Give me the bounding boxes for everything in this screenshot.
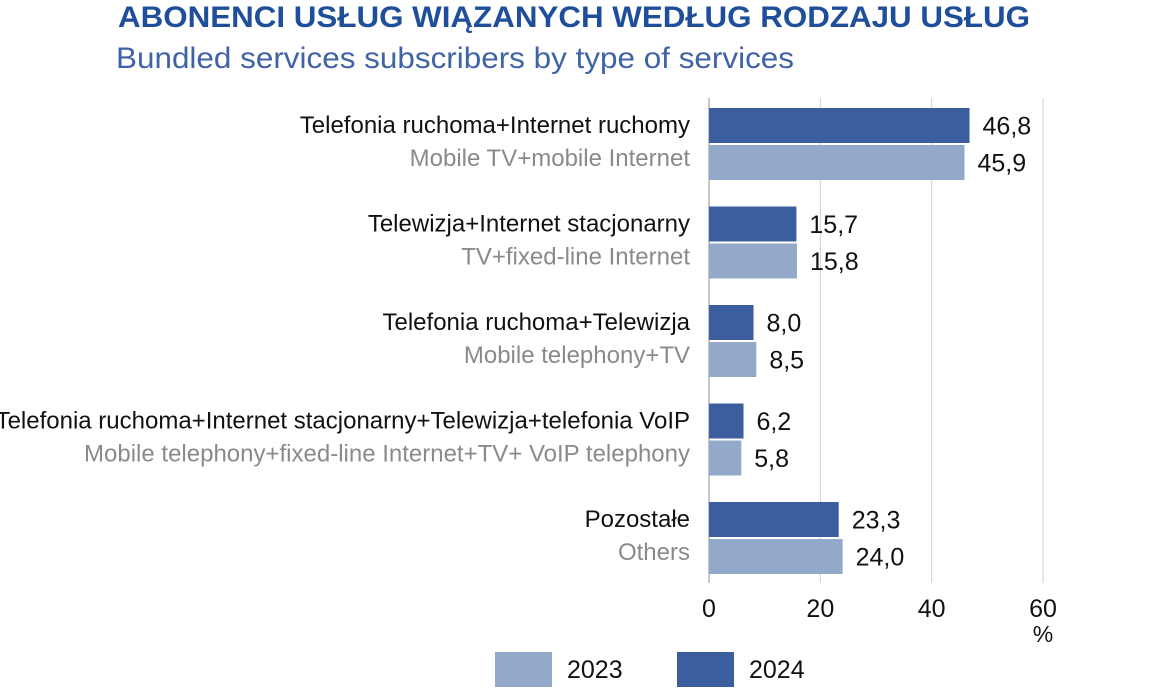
category-label-pl: Telefonia ruchoma+Telewizja [383, 309, 691, 336]
x-tick-label: 20 [806, 595, 834, 623]
x-tick-label: 40 [918, 595, 946, 623]
legend: 2023 2024 [495, 652, 805, 687]
category-label-en: Others [618, 539, 690, 566]
x-tick-label: 0 [702, 595, 716, 623]
data-label: 8,0 [767, 310, 802, 338]
data-label: 8,5 [769, 347, 804, 375]
bar-2023 [709, 539, 843, 574]
legend-label: 2023 [567, 656, 623, 684]
bar-2024 [709, 305, 754, 340]
chart-subtitle: Bundled services subscribers by type of … [116, 42, 794, 75]
bar-2024 [709, 108, 970, 143]
chart-title: ABONENCI USŁUG WIĄZANYCH WEDŁUG RODZAJU … [118, 1, 1030, 34]
data-label: 23,3 [852, 507, 901, 535]
legend-swatch-2024 [677, 652, 734, 687]
data-label: 46,8 [983, 113, 1032, 141]
data-label: 5,8 [754, 445, 789, 473]
category-label-pl: Telefonia ruchoma+Internet ruchomy [300, 112, 690, 139]
data-label: 6,2 [757, 408, 792, 436]
category-label-pl: Telefonia ruchoma+Internet stacjonarny+T… [0, 408, 690, 435]
category-labels: Telefonia ruchoma+Internet ruchomy Mobile… [0, 112, 691, 566]
x-tick-label: 60 [1029, 595, 1057, 623]
bar-2023 [709, 342, 757, 377]
data-label: 15,8 [810, 248, 859, 276]
bar-2023 [709, 145, 965, 180]
bar-2024 [709, 206, 797, 242]
bar-2023 [709, 440, 742, 476]
bar-2024 [709, 403, 744, 439]
category-label-en: Mobile telephony+fixed-line Internet+TV+… [84, 441, 690, 468]
bar-2023 [709, 243, 797, 279]
category-label-en: Mobile TV+mobile Internet [410, 145, 691, 172]
bar-2024 [709, 502, 839, 537]
category-label-en: Mobile telephony+TV [464, 342, 690, 369]
legend-label: 2024 [749, 656, 805, 684]
data-label: 15,7 [809, 211, 858, 239]
category-label-pl: Pozostałe [585, 506, 690, 533]
category-label-pl: Telewizja+Internet stacjonarny [368, 211, 690, 238]
bars-group: 46,8 45,9 15,7 15,8 8,0 8,5 6,2 5,8 23,3 24,0 [709, 108, 1031, 574]
legend-swatch-2023 [495, 652, 552, 687]
category-label-en: TV+fixed-line Internet [461, 244, 690, 271]
data-label: 45,9 [978, 150, 1027, 178]
x-unit-label: % [1033, 621, 1053, 647]
x-axis: 0 20 40 60% [702, 595, 1057, 647]
data-label: 24,0 [856, 544, 905, 572]
